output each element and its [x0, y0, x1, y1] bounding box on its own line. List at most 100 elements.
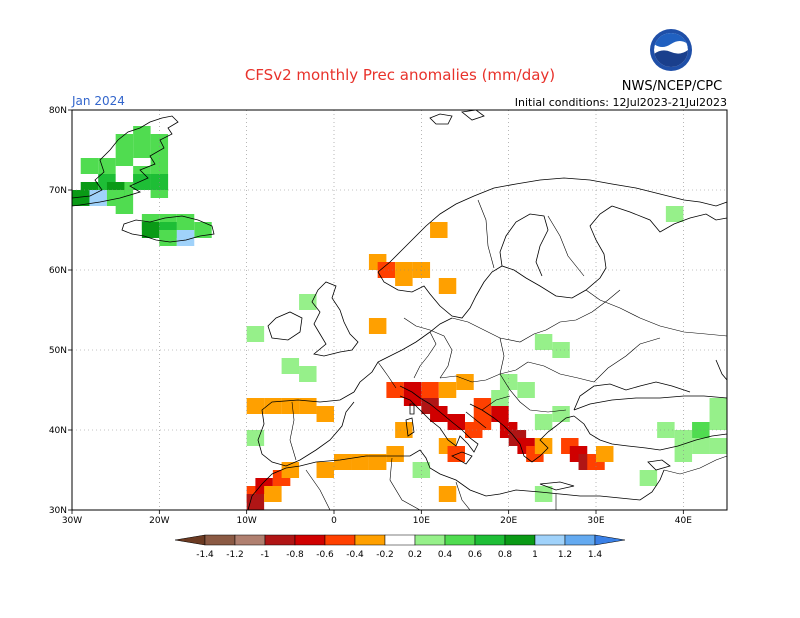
anomaly-cell [421, 382, 439, 398]
anomaly-cell [430, 222, 448, 238]
anomaly-cell [491, 406, 509, 422]
x-tick-label: 10E [413, 516, 430, 526]
colorbar-swatch [354, 534, 386, 546]
anomaly-cell [115, 198, 134, 214]
anomaly-cell [657, 422, 675, 438]
colorbar-swatch [474, 534, 506, 546]
coastlines [71, 109, 728, 511]
anomaly-cell [194, 222, 212, 238]
anomaly-cells [72, 126, 727, 510]
colorbar: -1.4 -1.2 -1 -0.8 -0.6 -0.4 -0.2 0.2 0.4 0.6 0.8 1 1… [174, 534, 626, 560]
colorbar-swatch [174, 534, 206, 546]
anomaly-cell [491, 390, 509, 406]
anomaly-cell [264, 486, 282, 502]
anomaly-cell [534, 486, 553, 502]
anomaly-cell [456, 374, 474, 390]
anomaly-cell [133, 126, 151, 142]
y-tick-label: 40N [49, 426, 67, 436]
anomaly-cell [377, 262, 396, 278]
anomaly-cell [368, 318, 387, 334]
anomaly-cell [438, 278, 457, 294]
colorbar-label: -0.8 [286, 550, 304, 560]
x-tick-label: 30W [62, 516, 82, 526]
colorbar-label: 0.6 [468, 550, 483, 560]
colorbar-label: -0.2 [376, 550, 394, 560]
anomaly-cell [316, 462, 334, 478]
anomaly-cell [264, 398, 282, 414]
anomaly-cell [281, 358, 300, 374]
anomaly-cell [534, 334, 553, 350]
colorbar-label: -0.6 [316, 550, 334, 560]
colorbar-label: 0.2 [408, 550, 422, 560]
colorbar-label: -0.4 [346, 550, 364, 560]
anomaly-cell [72, 190, 90, 206]
colorbar-label: 1 [532, 550, 538, 560]
anomaly-cell [98, 158, 116, 174]
anomaly-cell [133, 174, 151, 190]
anomaly-cell [334, 454, 352, 470]
anomaly-cell [299, 398, 317, 414]
y-tick-label: 70N [49, 186, 67, 196]
colorbar-swatch [324, 534, 356, 546]
y-tick-label: 60N [49, 266, 67, 276]
anomaly-cell [299, 366, 317, 382]
anomaly-cell [438, 382, 457, 398]
colorbar-swatch [504, 534, 536, 546]
anomaly-cell [133, 142, 151, 158]
map-title: CFSv2 monthly Prec anomalies (mm/day) [245, 66, 555, 84]
anomaly-cell [403, 390, 422, 406]
colorbar-swatch [414, 534, 446, 546]
y-tick-label: 80N [49, 106, 67, 116]
anomaly-cell [709, 398, 727, 414]
colorbar-label: 0.4 [438, 550, 453, 560]
anomaly-cell [438, 486, 457, 502]
map-panel: 30W 20W 10W 0 10E 20E 30E 40E 30N 40N 50N 60N 70N 80N [49, 106, 728, 526]
anomaly-cell [386, 446, 404, 462]
colorbar-swatch [294, 534, 326, 546]
y-tick-label: 30N [49, 506, 67, 516]
colorbar-label: 1.2 [558, 550, 572, 560]
x-tick-label: 10W [236, 516, 256, 526]
axis-ticks: 30W 20W 10W 0 10E 20E 30E 40E 30N 40N 50N 60N 70N 80N [49, 106, 692, 526]
anomaly-cell [596, 446, 614, 462]
anomaly-cell [159, 230, 177, 246]
colorbar-label: -1.4 [196, 550, 214, 560]
anomaly-cell [692, 438, 710, 454]
anomaly-cell [395, 422, 413, 438]
anomaly-cell [246, 430, 265, 446]
colorbar-swatch [384, 534, 416, 546]
anomaly-cell [534, 414, 553, 430]
anomaly-cell [473, 414, 492, 430]
x-tick-label: 0 [331, 516, 337, 526]
x-tick-label: 40E [675, 516, 692, 526]
x-tick-label: 20W [149, 516, 169, 526]
anomaly-cell [89, 190, 107, 206]
anomaly-cell [552, 342, 570, 358]
anomaly-cell [386, 382, 404, 398]
anomaly-cell [246, 398, 265, 414]
anomaly-cell [246, 326, 265, 342]
anomaly-cell [368, 454, 387, 470]
y-tick-label: 50N [49, 346, 67, 356]
anomaly-cell [246, 494, 265, 510]
anomaly-cell [473, 398, 492, 414]
anomaly-cell [517, 382, 535, 398]
colorbar-label: -1.2 [226, 550, 244, 560]
noaa-logo [650, 29, 692, 71]
anomaly-cell [316, 406, 334, 422]
colorbar-swatch [564, 534, 596, 546]
anomaly-cell [281, 398, 300, 414]
anomaly-cell [430, 406, 448, 422]
x-tick-label: 30E [587, 516, 604, 526]
target-month: Jan 2024 [71, 94, 125, 108]
anomaly-cell [115, 134, 134, 150]
initial-conditions: Initial conditions: 12Jul2023-21Jul2023 [515, 96, 727, 109]
anomaly-cell [141, 222, 160, 238]
colorbar-swatch [264, 534, 296, 546]
colorbar-label: -1 [261, 550, 270, 560]
colorbar-label: 0.8 [498, 550, 513, 560]
org-label: NWS/NCEP/CPC [622, 79, 722, 94]
graticule [72, 110, 727, 510]
anomaly-cell [395, 270, 413, 286]
